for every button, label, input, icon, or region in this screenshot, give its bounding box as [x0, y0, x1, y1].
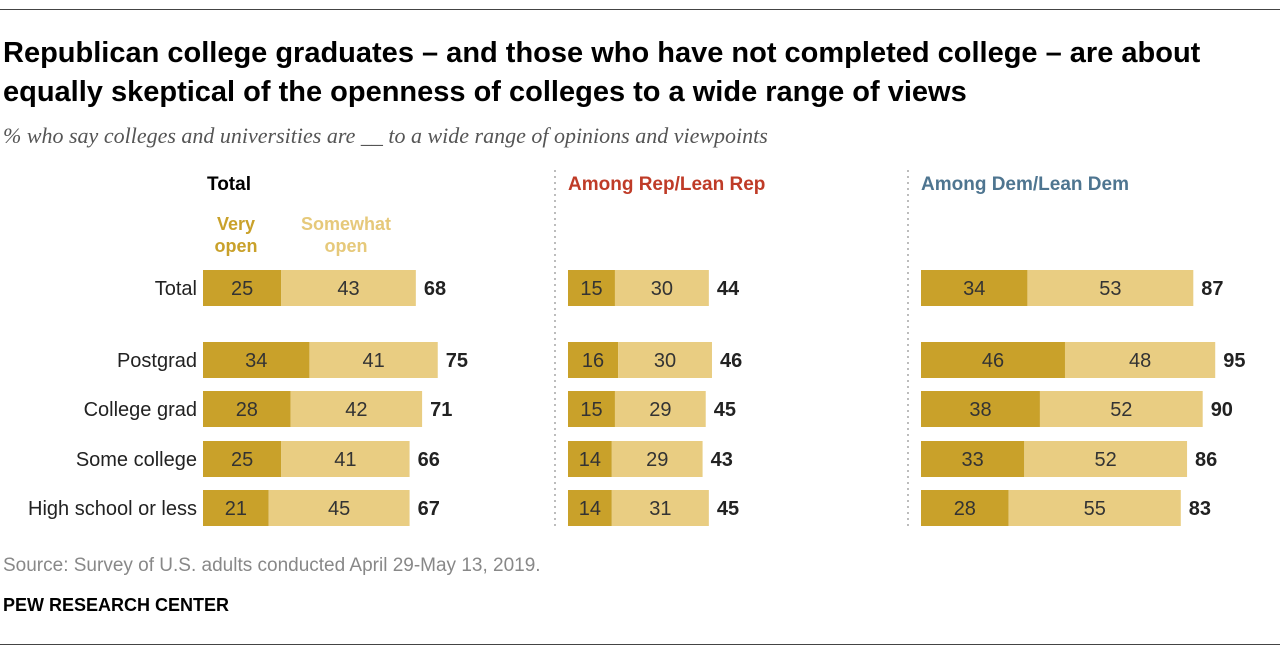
value-label-somewhat-open: 29	[649, 399, 671, 421]
total-value-label: 45	[714, 399, 736, 421]
bar-very-open	[921, 490, 1009, 526]
value-label-somewhat-open: 43	[337, 278, 359, 300]
value-label-very-open: 21	[225, 498, 247, 520]
org-name: PEW RESEARCH CENTER	[3, 595, 230, 615]
bar-very-open	[921, 391, 1040, 427]
panel-title: Among Dem/Lean Dem	[921, 174, 1129, 195]
value-label-very-open: 38	[969, 399, 991, 421]
category-label: Total	[155, 278, 197, 300]
bar-very-open	[921, 270, 1028, 306]
bar-very-open	[203, 441, 282, 477]
panel-title: Total	[207, 174, 251, 195]
value-label-very-open: 15	[580, 278, 602, 300]
panel-title: Among Rep/Lean Rep	[568, 174, 765, 195]
total-value-label: 43	[711, 449, 733, 471]
top-rule	[0, 9, 1280, 10]
bar-somewhat-open	[618, 342, 712, 378]
bar-somewhat-open	[614, 391, 706, 427]
total-value-label: 66	[418, 449, 440, 471]
bar-very-open	[568, 270, 615, 306]
category-label: Some college	[76, 449, 197, 471]
value-label-somewhat-open: 41	[362, 350, 384, 372]
bar-very-open	[203, 270, 282, 306]
value-label-very-open: 16	[582, 350, 604, 372]
total-value-label: 67	[418, 498, 440, 520]
bar-somewhat-open	[1008, 490, 1181, 526]
bar-somewhat-open	[1024, 441, 1188, 477]
value-label-somewhat-open: 53	[1099, 278, 1121, 300]
value-label-very-open: 28	[954, 498, 976, 520]
total-value-label: 45	[717, 498, 739, 520]
bottom-rule	[0, 644, 1280, 645]
bar-somewhat-open	[1039, 391, 1203, 427]
bar-somewhat-open	[611, 490, 709, 526]
bar-somewhat-open	[281, 270, 416, 306]
value-label-very-open: 34	[963, 278, 985, 300]
total-value-label: 46	[720, 350, 742, 372]
bar-somewhat-open	[1027, 270, 1194, 306]
total-value-label: 86	[1195, 449, 1217, 471]
value-label-somewhat-open: 41	[334, 449, 356, 471]
value-label-very-open: 28	[236, 399, 258, 421]
bar-very-open	[568, 441, 612, 477]
value-label-very-open: 25	[231, 278, 253, 300]
bar-somewhat-open	[281, 441, 410, 477]
total-value-label: 44	[717, 278, 740, 300]
bar-somewhat-open	[309, 342, 438, 378]
bar-very-open	[203, 391, 291, 427]
bar-somewhat-open	[611, 441, 703, 477]
value-label-somewhat-open: 30	[654, 350, 676, 372]
value-label-somewhat-open: 30	[651, 278, 673, 300]
legend-very-open: Very open	[215, 214, 258, 256]
value-label-somewhat-open: 48	[1129, 350, 1151, 372]
bar-somewhat-open	[268, 490, 410, 526]
value-label-very-open: 25	[231, 449, 253, 471]
value-label-somewhat-open: 52	[1095, 449, 1117, 471]
total-value-label: 83	[1189, 498, 1211, 520]
value-label-very-open: 14	[579, 449, 601, 471]
source-note: Source: Survey of U.S. adults conducted …	[3, 555, 541, 576]
value-label-somewhat-open: 42	[345, 399, 367, 421]
value-label-somewhat-open: 55	[1084, 498, 1106, 520]
total-value-label: 87	[1201, 278, 1223, 300]
bar-very-open	[568, 342, 619, 378]
chart-title: Republican college graduates – and those…	[3, 37, 1201, 108]
category-label: College grad	[84, 399, 197, 421]
total-value-label: 71	[430, 399, 452, 421]
bar-somewhat-open	[614, 270, 709, 306]
value-label-somewhat-open: 45	[328, 498, 350, 520]
total-value-label: 90	[1211, 399, 1233, 421]
value-label-somewhat-open: 31	[649, 498, 671, 520]
value-label-very-open: 46	[982, 350, 1004, 372]
value-label-very-open: 34	[245, 350, 267, 372]
bar-very-open	[203, 490, 269, 526]
category-label: Postgrad	[117, 350, 197, 372]
bar-very-open	[568, 391, 615, 427]
bar-very-open	[921, 342, 1065, 378]
legend-somewhat-open: Somewhat open	[301, 214, 391, 256]
bar-very-open	[203, 342, 310, 378]
bar-somewhat-open	[290, 391, 423, 427]
value-label-somewhat-open: 29	[646, 449, 668, 471]
bar-very-open	[568, 490, 612, 526]
value-label-very-open: 15	[580, 399, 602, 421]
bar-somewhat-open	[1064, 342, 1216, 378]
value-label-very-open: 14	[579, 498, 601, 520]
total-value-label: 75	[446, 350, 468, 372]
category-label: High school or less	[28, 498, 197, 520]
total-value-label: 95	[1223, 350, 1245, 372]
value-label-very-open: 33	[962, 449, 984, 471]
total-value-label: 68	[424, 278, 446, 300]
bar-very-open	[921, 441, 1025, 477]
chart-subtitle: % who say colleges and universities are …	[3, 123, 768, 148]
value-label-somewhat-open: 52	[1110, 399, 1132, 421]
